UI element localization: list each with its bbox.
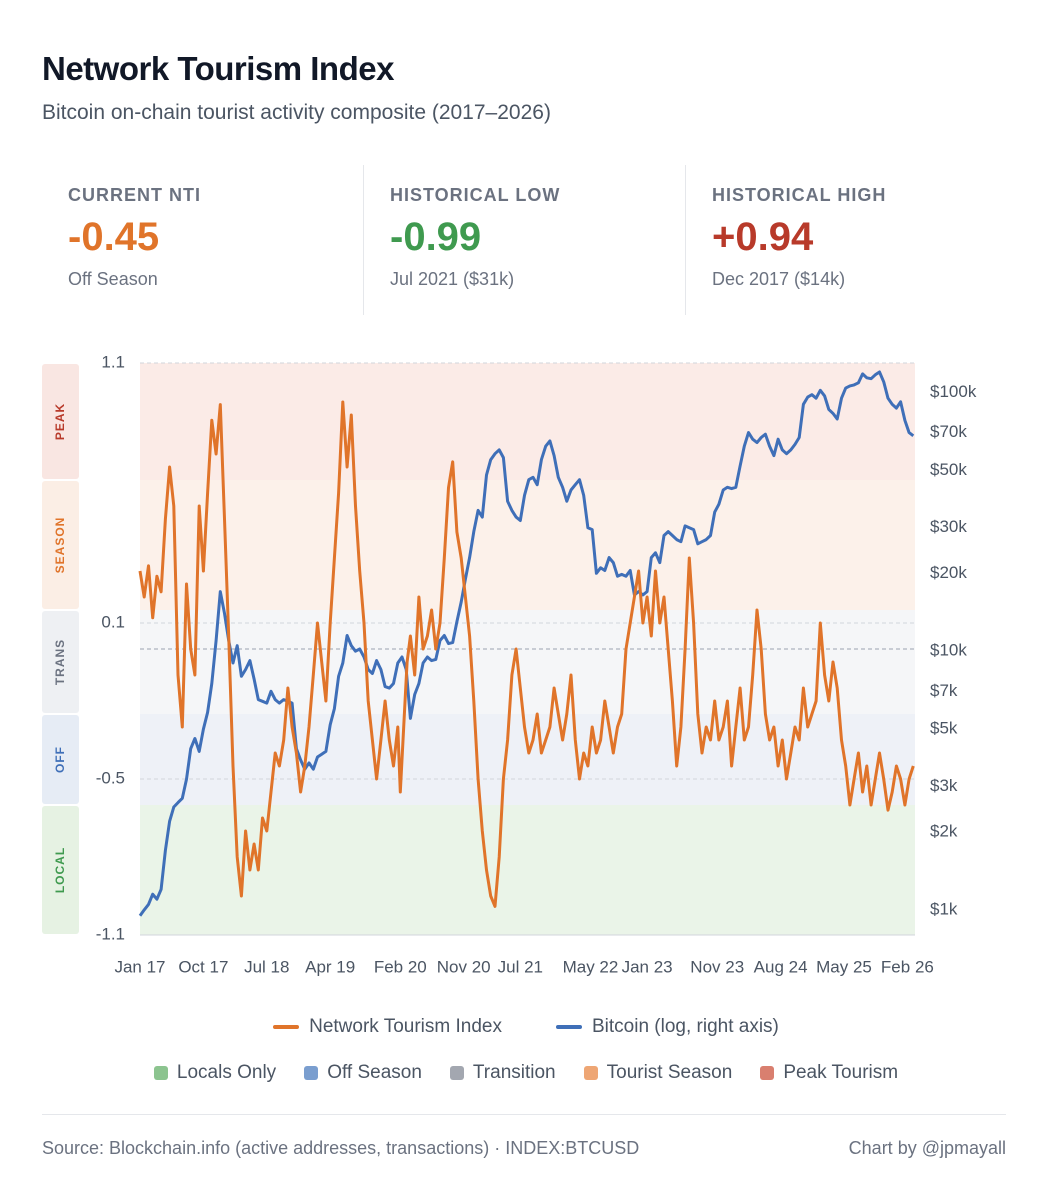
zone-label: LOCAL <box>53 847 67 893</box>
zone-legend-label: Off Season <box>327 1062 422 1083</box>
zone-swatch <box>153 1066 168 1080</box>
y-tick-right: $10k <box>930 641 967 660</box>
legend-item-nti[interactable]: Network Tourism Index <box>273 1016 502 1038</box>
page-title: Network Tourism Index <box>42 50 394 87</box>
stat-label: HISTORICAL LOW <box>390 185 561 205</box>
y-tick-right: $70k <box>930 422 967 441</box>
stat-current-nti: CURRENT NTI -0.45 Off Season <box>42 165 342 315</box>
footer-credit: Chart by @jpmayall <box>848 1138 1006 1158</box>
stats-panel: CURRENT NTI -0.45 Off Season HISTORICAL … <box>42 165 1006 315</box>
footer-divider <box>42 1114 1006 1115</box>
x-tick: Jul 18 <box>244 957 289 976</box>
zone-legend-tourist[interactable]: Tourist Season <box>583 1062 733 1084</box>
zone-swatch <box>760 1066 775 1080</box>
zone-swatch <box>304 1066 319 1080</box>
legend-swatch-nti <box>273 1025 300 1029</box>
stat-label: CURRENT NTI <box>68 185 201 205</box>
y-tick-right: $50k <box>930 460 967 479</box>
y-tick-left: -1.1 <box>96 924 125 943</box>
stat-sub: Dec 2017 ($14k) <box>712 269 846 289</box>
y-tick-left: 0.1 <box>101 612 125 631</box>
zone-label: PEAK <box>53 403 67 440</box>
y-tick-right: $5k <box>930 719 958 738</box>
x-tick: Apr 19 <box>305 957 355 976</box>
x-tick: Nov 23 <box>690 957 744 976</box>
page-subtitle: Bitcoin on-chain tourist activity compos… <box>42 101 551 124</box>
legend-item-bitcoin[interactable]: Bitcoin (log, right axis) <box>555 1016 779 1038</box>
stat-sub: Jul 2021 ($31k) <box>390 269 515 289</box>
zone-legend-off[interactable]: Off Season <box>304 1062 422 1084</box>
zone-tab-peak <box>42 364 79 479</box>
legend-label: Network Tourism Index <box>309 1016 502 1037</box>
zone-swatch <box>583 1066 598 1080</box>
zone-legend: Locals Only Off Season Transition Touris… <box>0 1062 1052 1084</box>
stat-value: +0.94 <box>712 215 814 259</box>
zone-legend-label: Locals Only <box>176 1062 277 1083</box>
zone-legend-label: Transition <box>472 1062 556 1083</box>
legend-label: Bitcoin (log, right axis) <box>591 1016 779 1037</box>
stat-sub: Off Season <box>68 269 158 289</box>
zone-band-trans <box>140 610 915 714</box>
zone-tab-off <box>42 715 79 804</box>
series-legend: Network Tourism Index Bitcoin (log, righ… <box>0 1016 1052 1038</box>
series-line-bitcoin <box>138 370 915 917</box>
zone-band-season <box>140 480 915 610</box>
stat-historical-low: HISTORICAL LOW -0.99 Jul 2021 ($31k) <box>364 165 664 315</box>
zone-swatch <box>449 1066 464 1080</box>
y-tick-right: $100k <box>930 382 977 401</box>
x-tick: Feb 20 <box>374 957 427 976</box>
zone-label: SEASON <box>53 517 67 574</box>
footer-source: Source: Blockchain.info (active addresse… <box>42 1138 640 1158</box>
series-line-nti <box>138 400 915 908</box>
zone-legend-locals[interactable]: Locals Only <box>153 1062 277 1084</box>
zone-band-peak <box>140 363 915 480</box>
y-tick-left: 1.1 <box>101 352 125 371</box>
stat-label: HISTORICAL HIGH <box>712 185 887 205</box>
stat-value: -0.45 <box>68 215 160 259</box>
y-tick-right: $30k <box>930 517 967 536</box>
zone-label: OFF <box>53 746 67 773</box>
zone-legend-label: Peak Tourism <box>783 1062 899 1083</box>
zone-legend-transition[interactable]: Transition <box>449 1062 556 1084</box>
zone-legend-label: Tourist Season <box>606 1062 733 1083</box>
zone-band-local <box>140 805 915 935</box>
x-tick: Feb 26 <box>881 957 934 976</box>
y-tick-right: $20k <box>930 563 967 582</box>
zone-label: TRANS <box>53 639 67 685</box>
zone-legend-peak[interactable]: Peak Tourism <box>760 1062 898 1084</box>
x-tick: Oct 17 <box>178 957 228 976</box>
stat-divider <box>363 165 364 315</box>
x-tick: Aug 24 <box>754 957 808 976</box>
stat-value: -0.99 <box>390 215 482 259</box>
stat-divider <box>685 165 686 315</box>
stat-historical-high: HISTORICAL HIGH +0.94 Dec 2017 ($14k) <box>686 165 986 315</box>
y-tick-right: $1k <box>930 899 958 918</box>
x-tick: May 25 <box>816 957 872 976</box>
zone-tab-season <box>42 481 79 609</box>
x-tick: Nov 20 <box>437 957 491 976</box>
y-tick-left: -0.5 <box>96 768 125 787</box>
nti-chart: LOCAL OFF TRANS SEASON PEAK 1.1 0.1 -0.5 -1.1 $10… <box>42 352 977 976</box>
y-tick-right: $7k <box>930 681 958 700</box>
x-tick: May 22 <box>563 957 619 976</box>
zone-tab-trans <box>42 611 79 713</box>
legend-swatch-bitcoin <box>555 1025 582 1029</box>
x-tick: Jan 17 <box>114 957 165 976</box>
zone-tab-local <box>42 806 79 934</box>
y-tick-right: $2k <box>930 822 958 841</box>
x-tick: Jul 21 <box>498 957 543 976</box>
y-tick-right: $3k <box>930 776 958 795</box>
x-tick: Jan 23 <box>622 957 673 976</box>
